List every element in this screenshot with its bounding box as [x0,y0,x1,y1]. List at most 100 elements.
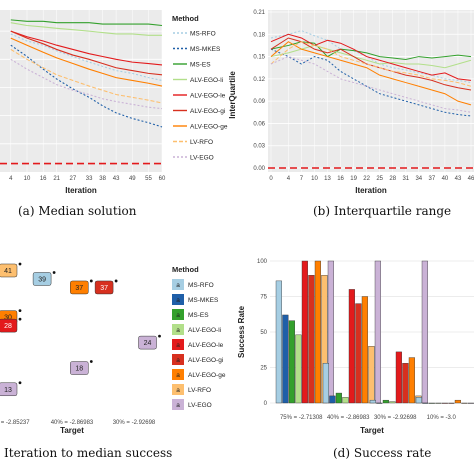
legend-top-label-ms-es: MS-ES [190,62,211,69]
panel-d-bar-alv-ego-le [301,260,308,404]
panel-d-bar-alv-ego-li [435,402,442,404]
panel-c-label-box-alv-ego-le [0,318,18,333]
panel-a-xtick: 4 [9,176,13,182]
panel-c-label-box-lv-ego [138,335,157,350]
panel-d-bar-alv-ego-gi [402,363,409,404]
legend-top-label-lv-ego: LV-EGO [190,155,214,162]
panel-d-bar-alv-ego-gi [355,303,362,404]
legend-bottom-glyph-ms-mkes: a [176,297,180,304]
panel-b-series-alv-ego-gi [270,37,472,91]
panel-b-xtick: 34 [415,176,422,182]
panel-d-bar-alv-ego-gi [308,275,315,404]
legend-bottom-label-ms-es: MS-ES [188,312,209,319]
panel-a-xtick: 49 [129,176,136,182]
panel-a-xtick: 55 [145,176,152,182]
panel-b-xtick: 0 [269,176,273,182]
panel-a-xtick: 21 [53,176,60,182]
panel-c-label-alv-ego-le: 28 [4,323,12,330]
panel-d-bar-ms-rfo [322,363,329,404]
panel-c-xtick: 30% = -2.92698 [113,420,156,426]
panel-a-xtick: 43 [113,176,120,182]
panel-b-series-ms-es [270,41,472,61]
panel-d-bar-alv-ego-ge [408,357,415,404]
legend-top-label-lv-rfo: LV-RFO [190,139,213,146]
panel-a-series-alv-ego-gi [10,30,163,76]
panel-b-ytick: 0.09 [253,99,265,105]
panel-a-series-ms-rfo [10,33,163,81]
panel-d-xtick: 40% = -2.86983 [327,415,370,421]
panel-d-xlabel: Target [360,426,384,435]
panel-b-xtick: 7 [300,176,304,182]
legend-bottom-glyph-ms-es: a [176,312,180,319]
panel-d-ytick: 25 [260,366,267,372]
panel-b-ytick: 0.12 [253,77,265,83]
panel-c-label-box-lv-ego [0,382,18,397]
panel-a-series-lv-ego [10,58,163,110]
panel-b-ytick: 0.06 [253,121,265,127]
legend-bottom-glyph-alv-ego-li: a [176,327,180,334]
panel-c-point-alv-ego-ge [18,309,22,313]
panel-b-xtick: 19 [350,176,357,182]
panel-d-ytick: 0 [264,401,268,407]
panel-b-xtick: 46 [468,176,474,182]
legend-bottom-label-ms-rfo: MS-RFO [188,282,214,289]
legend-bottom-label-lv-ego: LV-EGO [188,402,212,409]
panel-a-xtick: 27 [70,176,77,182]
legend-bottom-glyph-ms-rfo: a [176,282,180,289]
panel-b-xtick: 25 [376,176,383,182]
panel-d-bar-ms-mkes [422,402,429,404]
caption-d: (d) Success rate [333,446,432,460]
panel-d-ytick: 75 [260,295,267,301]
legend-bottom-glyph-alv-ego-le: a [176,342,180,349]
panel-b-series-ms-mkes [270,48,472,117]
legend-top-label-alv-ego-le: ALV-EGO-le [190,93,226,100]
panel-a-xtick: 38 [99,176,106,182]
panel-b-ytick: 0.21 [253,10,265,16]
panel-b-plot-area [268,10,474,172]
legend-bottom-key-alv-ego-gi [172,354,184,365]
legend-bottom-glyph-alv-ego-gi: a [176,357,180,364]
caption-b: (b) Interquartile range [313,204,452,218]
panel-b-xtick: 31 [402,176,409,182]
panel-c-label-lv-ego: 18 [75,366,83,373]
panel-d-bar-ms-mkes [376,402,383,404]
legend-bottom-label-alv-ego-le: ALV-EGO-le [188,342,224,349]
panel-b-series-alv-ego-le [270,33,472,81]
panel-c-xlabel: Target [60,426,84,435]
panel-c-point-alv-ego-gi [114,279,118,283]
legend-bottom-label-alv-ego-gi: ALV-EGO-gi [188,357,223,364]
panel-b-ytick: 0.03 [253,144,265,150]
panel-b-xtick: 4 [287,176,291,182]
panel-c-plot-area [0,250,162,410]
legend-top-label-ms-mkes: MS-MKES [190,46,221,53]
panel-d-bar-lv-ego [374,260,381,404]
panel-d-ylabel: Success Rate [237,305,246,358]
legend-top-title: Method [172,14,199,23]
panel-d-xtick: 30% = -2.92698 [374,415,417,421]
panel-b-xtick: 16 [337,176,344,182]
legend-bottom-key-lv-ego [172,399,184,410]
caption-c: Iteration to median success [4,446,173,460]
panel-a-xtick: 33 [86,176,93,182]
panel-c-label-alv-ego-ge: 37 [75,285,83,292]
panel-a-xtick: 60 [159,176,166,182]
legend-bottom-key-ms-mkes [172,294,184,305]
panel-a-series-alv-ego-le [10,30,163,66]
legend-bottom-label-ms-mkes: MS-MKES [188,297,219,304]
panel-b-ylabel: InterQuartile [228,71,237,119]
panel-d-bar-lv-rfo [461,402,468,404]
panel-d-bar-alv-ego-gi [448,402,455,404]
panel-d-bar-lv-rfo [368,346,375,404]
panel-d-bar-ms-rfo [415,397,422,404]
panel-d-bar-alv-ego-li [389,401,396,404]
panel-a-series-ms-es [10,19,163,27]
panel-d-xtick: 10% = -3.0 [427,415,457,421]
panel-c-label-box-alv-ego-ge [70,280,89,295]
legend-bottom-glyph-alv-ego-ge: a [176,372,180,379]
panel-b-interquartile-range: 0.00 0.03 0.06 0.09 0.12 0.15 0.18 0.21 0 4 7 10 13… [228,10,474,195]
panel-d-bar-alv-ego-ge [314,260,321,404]
panel-a-xtick: 16 [40,176,47,182]
legend-top-label-alv-ego-li: ALV-EGO-li [190,77,223,84]
panel-c-point-alv-ego-le [18,317,22,321]
